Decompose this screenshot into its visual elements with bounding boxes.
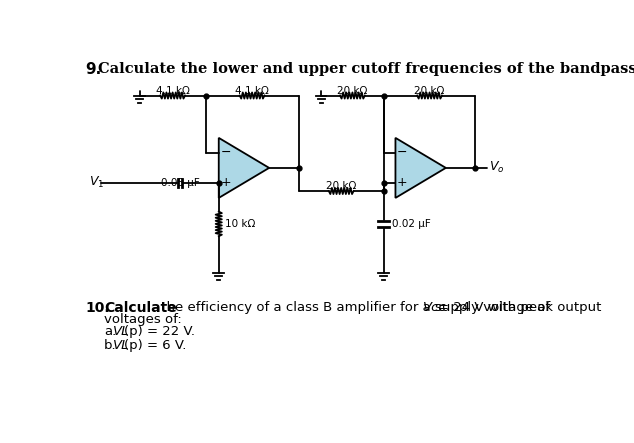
Text: −: −: [397, 146, 408, 159]
Text: 4.1 kΩ: 4.1 kΩ: [156, 85, 190, 96]
Polygon shape: [219, 138, 269, 198]
Text: Calculate the lower and upper cutoff frequencies of the bandpass filter circuit: Calculate the lower and upper cutoff fre…: [98, 62, 634, 76]
Text: VL: VL: [113, 339, 130, 352]
Text: Calculate: Calculate: [104, 301, 177, 315]
Text: 20 kΩ: 20 kΩ: [326, 181, 356, 191]
Text: (p) = 6 V.: (p) = 6 V.: [124, 339, 186, 352]
Text: 10.: 10.: [86, 301, 110, 315]
Text: = 24 V with peak output: = 24 V with peak output: [438, 301, 602, 314]
Text: +: +: [397, 176, 408, 190]
Text: the efficiency of a class B amplifier for a supply voltage of: the efficiency of a class B amplifier fo…: [157, 301, 554, 314]
Text: 20 kΩ: 20 kΩ: [415, 85, 444, 96]
Text: −: −: [221, 146, 231, 159]
Text: 20 kΩ: 20 kΩ: [337, 85, 368, 96]
Text: VL: VL: [113, 325, 130, 338]
Text: 10 kΩ: 10 kΩ: [225, 219, 256, 229]
Text: (p) = 22 V.: (p) = 22 V.: [124, 325, 195, 338]
Text: voltages of:: voltages of:: [104, 313, 182, 326]
Text: 0.02 μF: 0.02 μF: [392, 219, 430, 229]
Text: 4.1 kΩ: 4.1 kΩ: [235, 85, 269, 96]
Text: a.: a.: [104, 325, 116, 338]
Text: $\mathit{V}_1$: $\mathit{V}_1$: [89, 175, 104, 190]
Text: Vcc: Vcc: [424, 301, 447, 314]
Text: $\mathit{V}_o$: $\mathit{V}_o$: [489, 160, 505, 175]
Text: 0.05 μF: 0.05 μF: [160, 178, 199, 188]
Polygon shape: [396, 138, 446, 198]
Text: +: +: [221, 176, 231, 190]
Text: b.: b.: [104, 339, 117, 352]
Text: 9.: 9.: [86, 62, 101, 78]
